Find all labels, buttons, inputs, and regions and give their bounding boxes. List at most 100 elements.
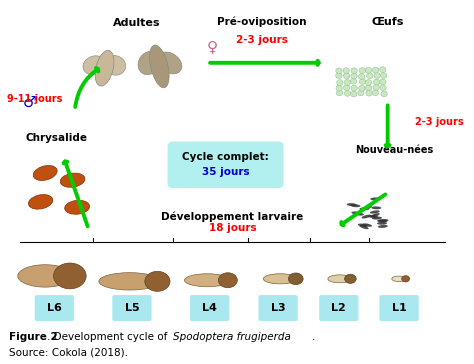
Ellipse shape [350,91,357,97]
Ellipse shape [377,222,387,225]
Ellipse shape [373,67,379,73]
Ellipse shape [366,90,372,96]
Ellipse shape [54,263,86,289]
Ellipse shape [336,90,343,96]
Ellipse shape [377,219,387,222]
Ellipse shape [370,210,380,214]
Text: Cycle complet:: Cycle complet: [182,153,269,162]
Text: 35 jours: 35 jours [202,167,249,177]
Ellipse shape [379,219,389,222]
Ellipse shape [351,85,357,91]
Ellipse shape [33,166,57,181]
Ellipse shape [337,80,343,86]
Text: ♀: ♀ [206,39,218,54]
Ellipse shape [350,78,357,84]
Ellipse shape [374,73,380,79]
Ellipse shape [372,217,382,219]
Ellipse shape [359,79,365,84]
Ellipse shape [103,55,126,75]
Ellipse shape [378,225,388,228]
Text: ♂: ♂ [22,95,36,110]
Text: Chrysalide: Chrysalide [26,133,88,143]
Ellipse shape [157,52,182,74]
Text: L1: L1 [392,303,406,313]
Ellipse shape [380,67,386,72]
Ellipse shape [359,225,369,229]
Ellipse shape [358,223,368,227]
Ellipse shape [368,215,378,218]
Ellipse shape [359,207,369,210]
Ellipse shape [372,90,379,96]
Ellipse shape [351,211,361,214]
Ellipse shape [392,276,406,281]
FancyBboxPatch shape [35,295,74,321]
Ellipse shape [351,73,357,79]
Ellipse shape [380,79,386,85]
Ellipse shape [344,91,351,96]
Ellipse shape [380,85,386,91]
Ellipse shape [371,206,381,209]
Ellipse shape [18,265,73,287]
Ellipse shape [336,68,342,74]
Ellipse shape [83,56,106,75]
Ellipse shape [345,274,356,284]
Text: L5: L5 [125,303,139,313]
Text: Œufs: Œufs [372,17,404,27]
Ellipse shape [358,74,365,79]
FancyBboxPatch shape [168,142,283,188]
Ellipse shape [365,85,372,91]
Ellipse shape [344,85,350,91]
Ellipse shape [263,274,298,284]
Ellipse shape [184,274,230,287]
Ellipse shape [366,73,373,79]
Ellipse shape [371,213,380,217]
FancyBboxPatch shape [258,295,298,321]
Text: .: . [312,332,316,342]
Ellipse shape [336,73,342,79]
Ellipse shape [60,173,85,187]
Ellipse shape [381,91,387,97]
Ellipse shape [138,51,161,75]
Text: Adultes: Adultes [113,19,160,28]
Text: L2: L2 [331,303,346,313]
FancyBboxPatch shape [112,295,152,321]
Ellipse shape [219,273,237,288]
Ellipse shape [288,273,303,285]
Ellipse shape [362,206,372,209]
Text: L3: L3 [271,303,285,313]
Ellipse shape [362,223,372,227]
Ellipse shape [359,85,365,91]
Ellipse shape [381,73,387,79]
Ellipse shape [357,90,364,96]
Ellipse shape [336,85,342,91]
Text: Spodoptera frugiperda: Spodoptera frugiperda [173,332,291,342]
Text: Nouveau-nées: Nouveau-nées [356,145,434,155]
Ellipse shape [64,200,90,214]
Ellipse shape [145,272,170,291]
Text: L4: L4 [202,303,217,313]
Ellipse shape [365,80,372,86]
Ellipse shape [350,204,360,207]
Text: L6: L6 [47,303,62,313]
Ellipse shape [374,79,380,85]
Text: Pré-oviposition: Pré-oviposition [218,16,307,27]
Ellipse shape [370,197,380,200]
Text: 18 jours: 18 jours [209,223,256,233]
Ellipse shape [401,276,410,282]
Ellipse shape [28,195,53,209]
FancyBboxPatch shape [380,295,419,321]
Ellipse shape [344,79,350,85]
Text: Figure 2: Figure 2 [9,332,57,342]
Ellipse shape [365,67,372,73]
FancyBboxPatch shape [190,295,229,321]
Text: 9-11 jours: 9-11 jours [8,94,63,104]
Ellipse shape [150,45,169,88]
Ellipse shape [343,73,350,79]
Ellipse shape [359,68,365,74]
Ellipse shape [95,50,114,86]
FancyBboxPatch shape [319,295,358,321]
Ellipse shape [351,68,357,74]
Text: Développement larvaire: Développement larvaire [161,212,303,222]
Ellipse shape [373,84,379,90]
Ellipse shape [354,213,364,215]
